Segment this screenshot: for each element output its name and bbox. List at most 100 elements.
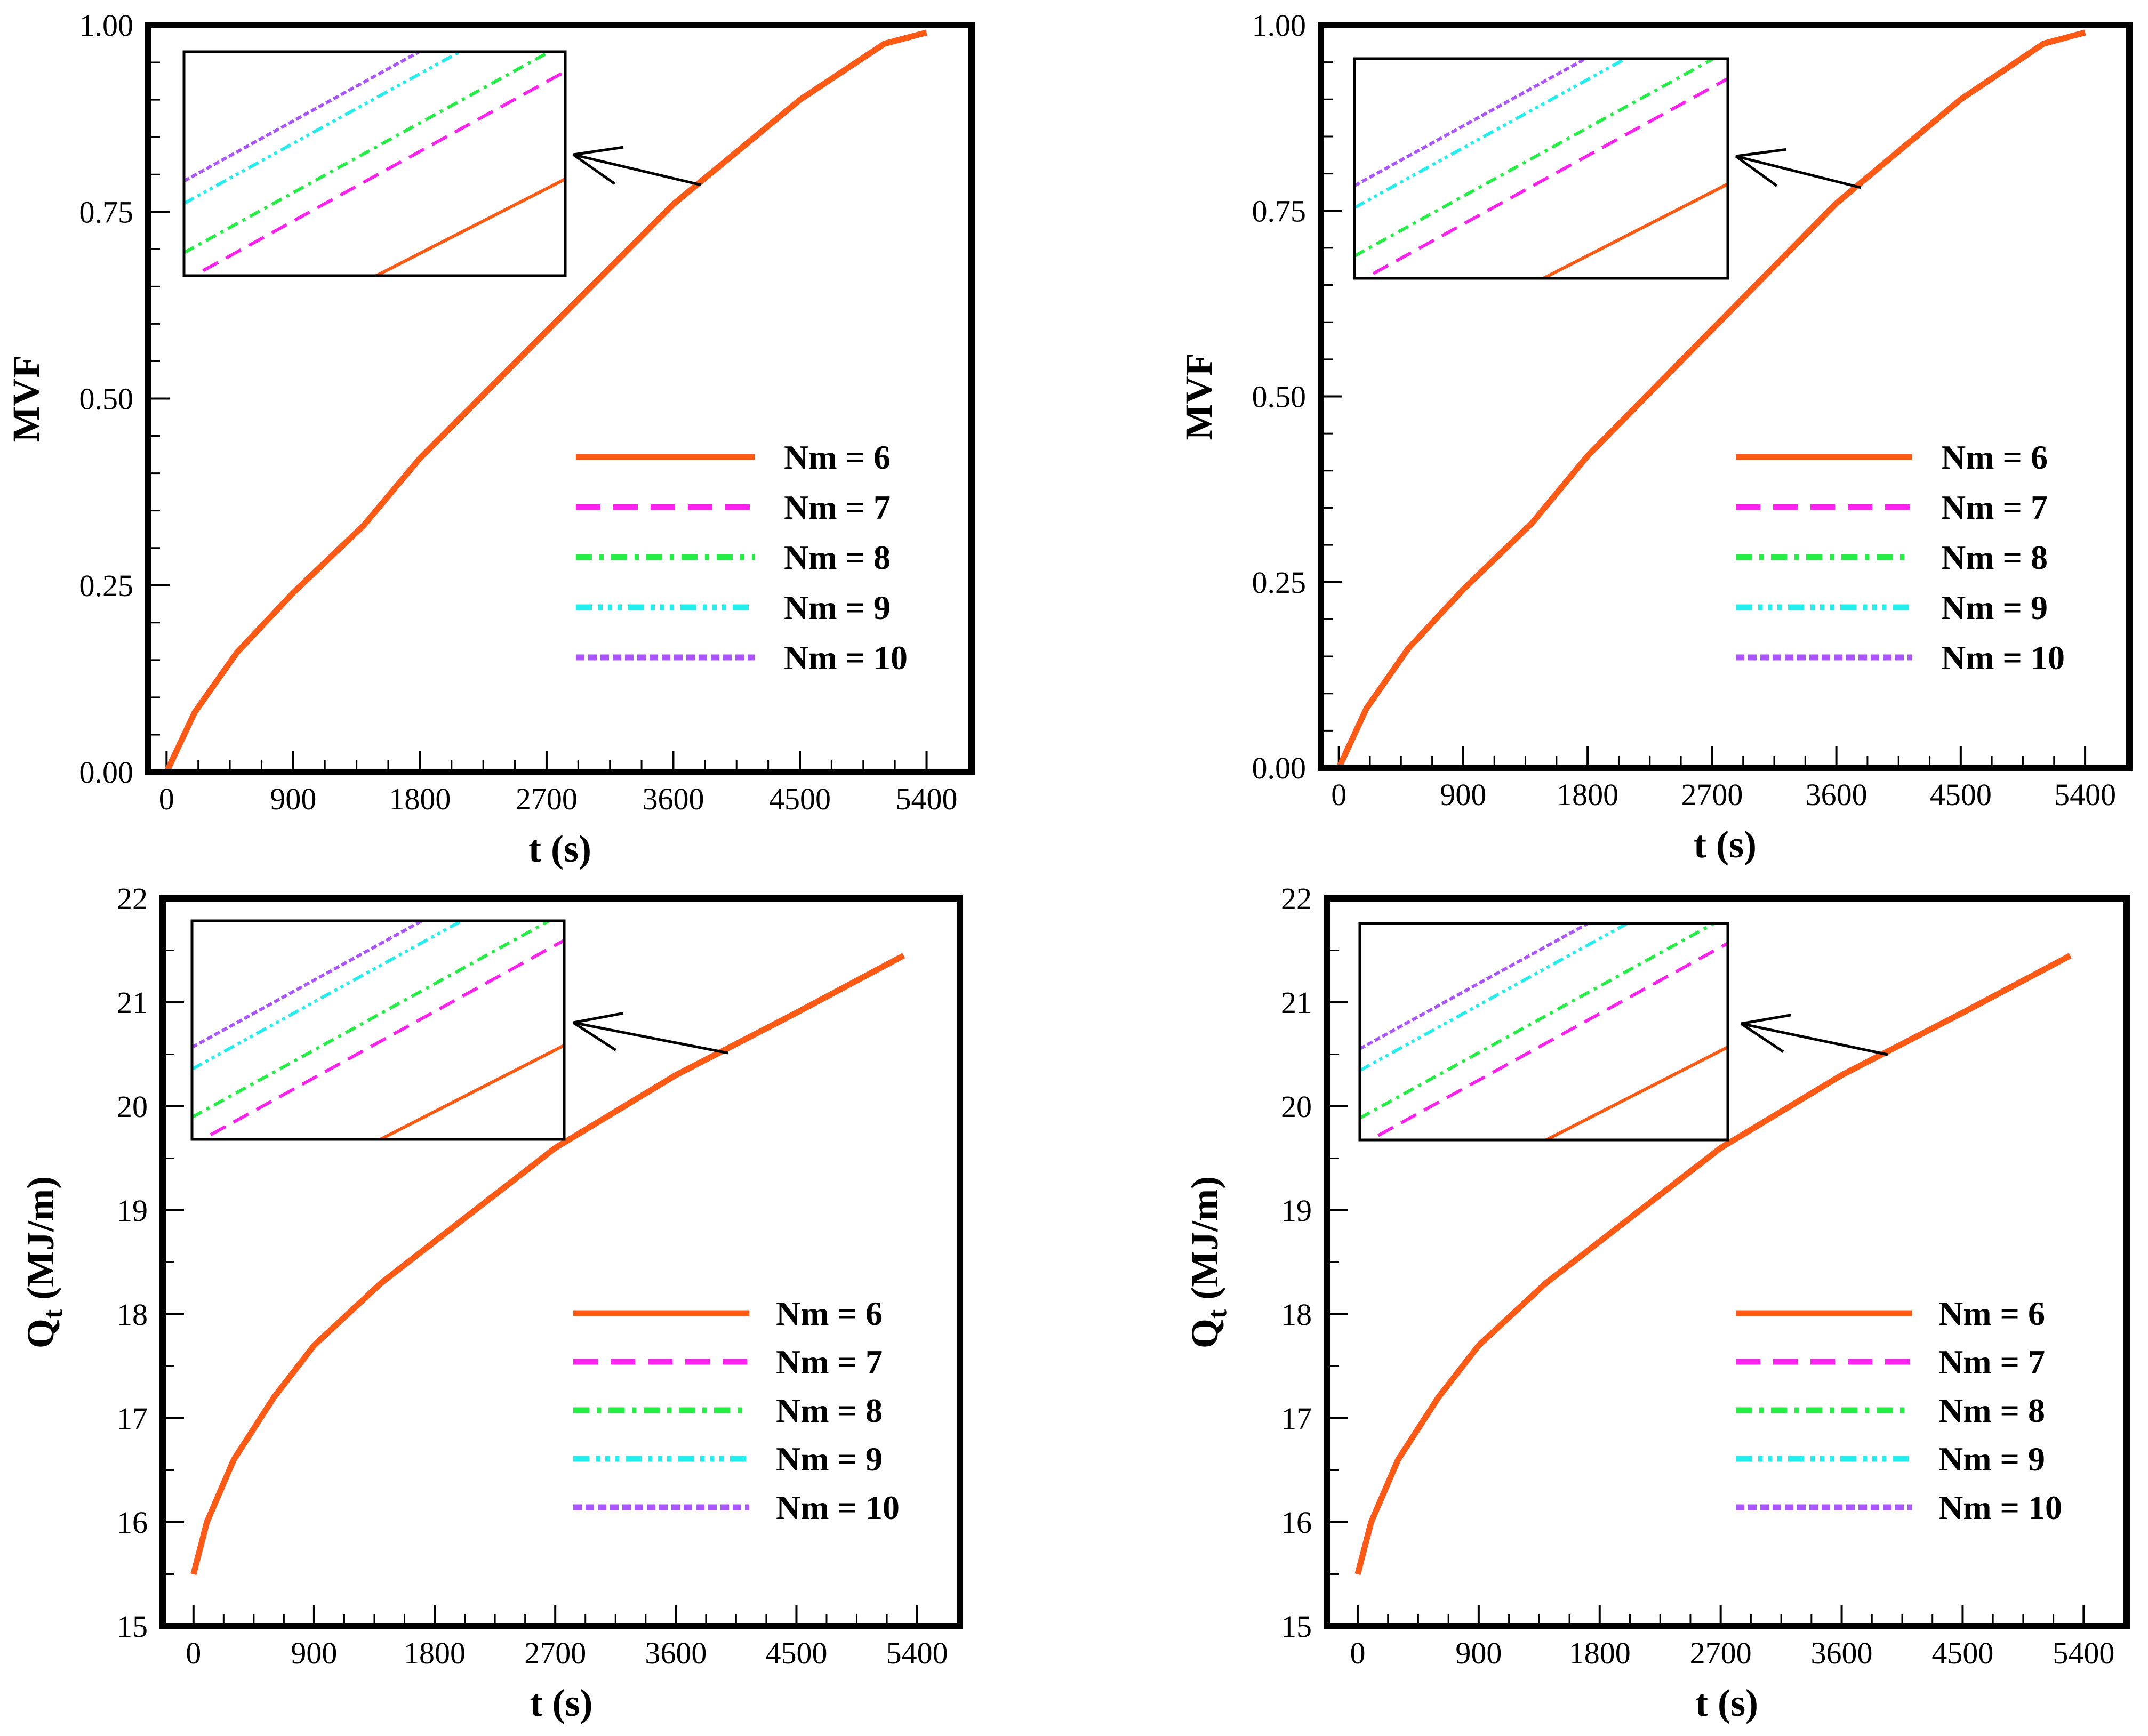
inset-line-nm-10: [1354, 59, 1589, 187]
legend-label-nm-7: Nm = 7: [784, 488, 891, 526]
legend-label-nm-7: Nm = 7: [1938, 1343, 2045, 1381]
x-tick-label: 5400: [886, 1636, 948, 1670]
inset-frame: [1353, 57, 1729, 280]
legend-label-nm-6: Nm = 6: [776, 1295, 883, 1332]
y-tick-label: 19: [1281, 1193, 1312, 1228]
zoom-arrow-head: [1735, 148, 1786, 158]
y-axis-label: Qt (MJ/m): [1183, 1176, 1232, 1348]
y-tick-label: 18: [1281, 1297, 1312, 1332]
inset-line-nm-7: [1377, 942, 1728, 1137]
y-tick-label: 21: [1281, 985, 1312, 1020]
zoom-arrow-head: [1740, 1022, 1784, 1053]
x-axis-label: t (s): [1695, 1682, 1758, 1724]
zoom-arrow: [573, 1021, 728, 1055]
y-tick-label: 0.25: [1252, 565, 1307, 600]
inset-line-nm-7: [210, 938, 564, 1136]
legend-label-nm-9: Nm = 9: [1941, 589, 2048, 626]
zoom-arrow-head: [1735, 155, 1778, 187]
plot-frame: [159, 895, 963, 1629]
x-tick-label: 4500: [1930, 777, 1992, 812]
x-axis-label: t (s): [528, 827, 591, 870]
y-tick-label: 18: [117, 1297, 148, 1332]
x-tick-label: 5400: [2053, 1636, 2114, 1670]
y-tick-label: 19: [117, 1193, 148, 1228]
series-line-nm-6: [164, 29, 927, 772]
y-tick-label: 0.50: [1252, 380, 1307, 414]
inset-background: [1360, 923, 1728, 1140]
x-tick-label: 4500: [769, 782, 831, 816]
legend: Nm = 6 Nm = 7 Nm = 8 Nm = 9 Nm = 10: [573, 1295, 900, 1526]
plot-frame: [145, 22, 975, 775]
inset-line-nm-8: [1354, 59, 1717, 258]
y-tick-label: 17: [117, 1401, 148, 1436]
inset-line-nm-10: [1360, 923, 1591, 1050]
x-tick-label: 0: [186, 1636, 201, 1670]
x-tick-label: 5400: [896, 782, 958, 816]
x-tick-label: 900: [1440, 777, 1486, 812]
inset-line-nm-10: [192, 921, 426, 1049]
legend-label-nm-9: Nm = 9: [1938, 1440, 2045, 1478]
y-tick-label: 22: [1281, 881, 1312, 916]
zoom-inset: [1358, 922, 1729, 1142]
inset-frame: [190, 919, 566, 1141]
legend: Nm = 6 Nm = 7 Nm = 8 Nm = 9 Nm = 10: [1736, 1295, 2062, 1526]
zoom-inset: [1353, 57, 1729, 280]
chart-qt-left: 0 900 1800 2700 3600 4500 5400 15 16 17 18 19 20 21 22…: [19, 881, 963, 1724]
x-tick-label: 1800: [389, 782, 451, 816]
y-tick-label: 20: [117, 1089, 148, 1124]
legend-label-nm-8: Nm = 8: [1938, 1392, 2045, 1429]
y-tick-label: 15: [117, 1609, 148, 1644]
inset-line-nm-6: [373, 178, 565, 276]
y-tick-label: 16: [117, 1505, 148, 1540]
x-tick-label: 0: [159, 782, 174, 816]
y-tick-label: 20: [1281, 1089, 1312, 1124]
zoom-arrow: [573, 153, 702, 187]
x-tick-label: 2700: [524, 1636, 586, 1670]
plot-frame: [1324, 895, 2130, 1629]
series-line-nm-6: [1336, 29, 2086, 768]
inset-line-nm-8: [192, 921, 553, 1119]
x-tick-label: 3600: [1811, 1636, 1873, 1670]
x-tick-label: 900: [1455, 1636, 1502, 1670]
zoom-arrow-head: [573, 146, 624, 156]
inset-line-nm-7: [202, 70, 565, 272]
y-tick-label: 0.50: [79, 382, 134, 416]
legend-label-nm-6: Nm = 6: [1941, 438, 2048, 476]
legend-label-nm-10: Nm = 10: [1938, 1489, 2062, 1526]
inset-line-nm-8: [1360, 923, 1718, 1120]
inset-line-nm-6: [1540, 182, 1728, 278]
x-axis-label: t (s): [530, 1682, 593, 1724]
y-tick-label: 17: [1281, 1401, 1312, 1436]
x-tick-label: 1800: [1569, 1636, 1631, 1670]
x-tick-label: 4500: [1931, 1636, 1993, 1670]
y-tick-label: 0.00: [79, 755, 134, 790]
legend-label-nm-8: Nm = 8: [784, 539, 891, 576]
inset-frame: [182, 50, 567, 277]
legend-label-nm-10: Nm = 10: [1941, 639, 2065, 677]
zoom-arrow-head: [573, 1011, 623, 1024]
x-tick-label: 1800: [1557, 777, 1618, 812]
x-tick-label: 3600: [642, 782, 704, 816]
inset-background: [1354, 59, 1728, 278]
y-axis-label: MVF: [1177, 353, 1220, 440]
inset-line-nm-8: [184, 52, 553, 254]
series-line-nm-6: [190, 953, 905, 1575]
x-tick-label: 0: [1350, 1636, 1365, 1670]
legend-label-nm-7: Nm = 7: [776, 1343, 883, 1381]
y-tick-label: 1.00: [79, 8, 134, 43]
inset-line-nm-6: [1543, 1046, 1728, 1140]
x-tick-label: 2700: [1690, 1636, 1752, 1670]
chart-mvf-left: 0 900 1800 2700 3600 4500 5400 0.00 0.25 0.50 0.75…: [5, 8, 975, 870]
inset-frame: [1358, 922, 1729, 1142]
y-tick-label: 21: [117, 985, 148, 1020]
y-tick-label: 1.00: [1252, 8, 1307, 43]
plot-frame: [1318, 22, 2133, 771]
inset-line-nm-6: [376, 1043, 564, 1139]
legend-label-nm-9: Nm = 9: [776, 1440, 883, 1478]
legend-label-nm-10: Nm = 10: [784, 639, 908, 677]
inset-line-nm-10: [184, 52, 423, 183]
legend-label-nm-6: Nm = 6: [784, 438, 891, 476]
legend-label-nm-9: Nm = 9: [784, 589, 891, 626]
zoom-arrow-head: [572, 153, 616, 185]
legend: Nm = 6 Nm = 7 Nm = 8 Nm = 9 Nm = 10: [1736, 438, 2065, 677]
